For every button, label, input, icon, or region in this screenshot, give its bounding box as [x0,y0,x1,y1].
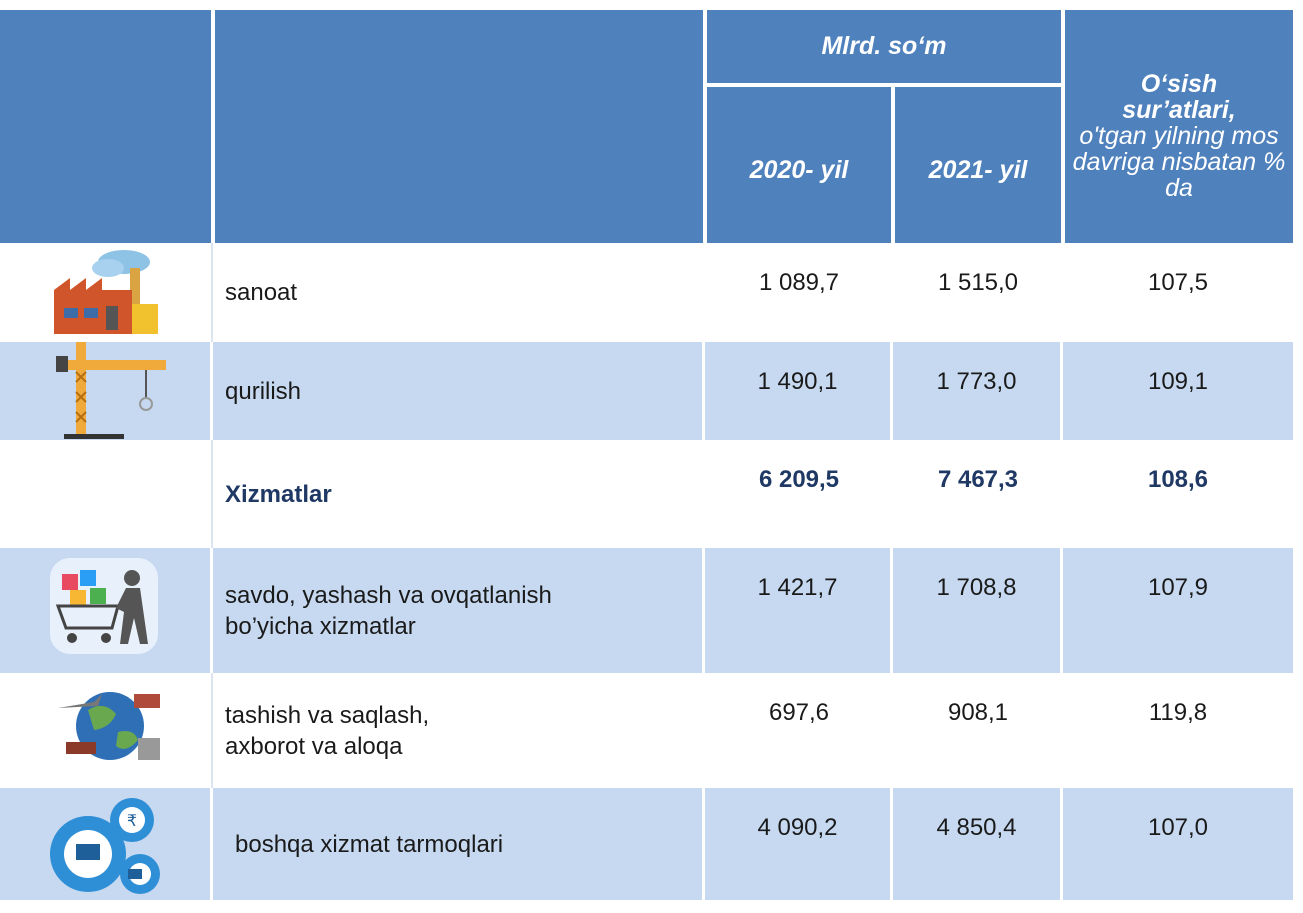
row-value: 1 089,7 [705,243,893,342]
row-value: 1 773,0 [893,342,1063,440]
row-value: 119,8 [1063,673,1293,788]
row-value: 1 421,7 [705,548,893,673]
label-line: savdo, yashash va ovqatlanish [225,580,702,611]
row-value: 908,1 [893,673,1063,788]
header-growth: O‘sish sur’atlari, o'tgan yilning mos da… [1065,10,1293,243]
row-label: boshqa xizmat tarmoqlari [213,788,705,900]
label-line: sanoat [225,277,705,308]
row-value: 109,1 [1063,342,1293,440]
header-year: 2021- yil [895,87,1061,243]
row-value: 4 850,4 [893,788,1063,900]
svg-text:₹: ₹ [127,813,137,830]
label-line: tashish va saqlash, [225,700,705,731]
growth-title: O‘sish sur’atlari, [1094,71,1264,123]
label-line: Xizmatlar [225,479,705,510]
label-line: axborot va aloqa [225,731,705,762]
factory-icon [52,248,162,334]
row-value: 107,9 [1063,548,1293,673]
crane-icon [56,342,168,440]
header-cell [215,10,703,243]
row-value: 697,6 [705,673,893,788]
row-label: tashish va saqlash,axborot va aloqa [213,673,705,788]
table-page: 107,04 850,44 090,2boshqa xizmat tarmoql… [0,0,1303,913]
row-value: 107,0 [1063,788,1293,900]
row-label: Xizmatlar [213,440,705,548]
row-icon-cell [0,440,213,548]
row-value: 108,6 [1063,440,1293,548]
header-year: 2020- yil [707,87,891,243]
gears-icon: ₹ [44,792,162,898]
label-line: qurilish [225,376,702,407]
row-value: 1 515,0 [893,243,1063,342]
row-label: sanoat [213,243,705,342]
row-value: 6 209,5 [705,440,893,548]
label-line: bo’yicha xizmatlar [225,611,702,642]
header-unit: Mlrd. so‘m [707,10,1061,83]
row-value: 107,5 [1063,243,1293,342]
cart-icon [48,556,160,656]
growth-note: o'tgan yilning mos davriga nisbatan % da [1069,123,1289,201]
header-cell [0,10,211,243]
row-value: 1 490,1 [705,342,893,440]
row-value: 1 708,8 [893,548,1063,673]
label-line: boshqa xizmat tarmoqlari [235,829,702,860]
row-value: 4 090,2 [705,788,893,900]
row-value: 7 467,3 [893,440,1063,548]
globe-icon [54,680,166,770]
row-label: qurilish [213,342,705,440]
